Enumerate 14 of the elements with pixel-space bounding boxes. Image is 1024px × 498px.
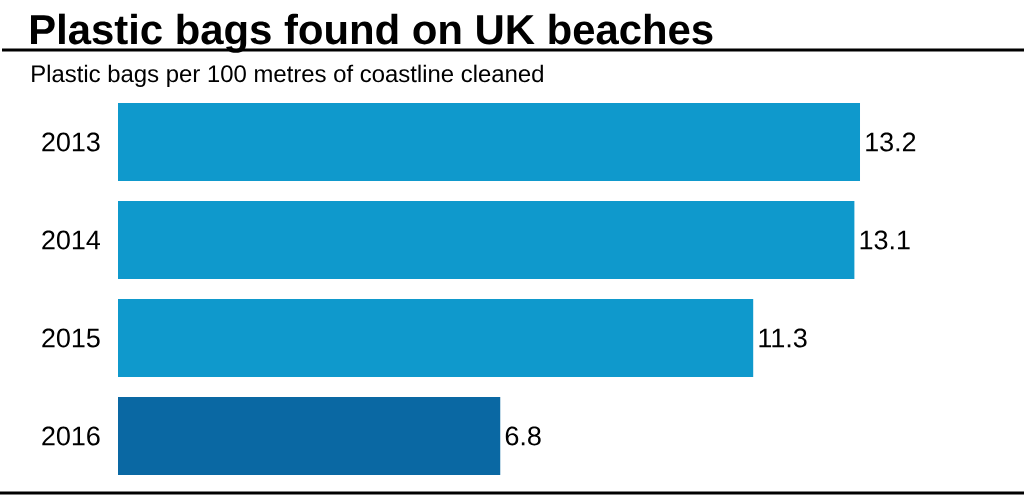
chart-subtitle: Plastic bags per 100 metres of coastline cleaned bbox=[32, 64, 543, 87]
bar bbox=[118, 299, 754, 377]
data-label: 13.1 bbox=[860, 230, 910, 250]
y-tick-label: 2015 bbox=[42, 328, 100, 348]
y-tick-label: 2016 bbox=[42, 426, 100, 446]
y-tick-label: 2014 bbox=[42, 230, 100, 250]
y-tick-label: 2013 bbox=[42, 132, 100, 152]
chart-title: Plastic bags found on UK beaches bbox=[31, 13, 713, 53]
bar bbox=[118, 397, 501, 475]
bar bbox=[118, 201, 855, 279]
data-label: 11.3 bbox=[759, 328, 807, 348]
data-label: 13.2 bbox=[866, 132, 916, 152]
bar bbox=[118, 103, 861, 181]
data-label: 6.8 bbox=[505, 426, 541, 446]
